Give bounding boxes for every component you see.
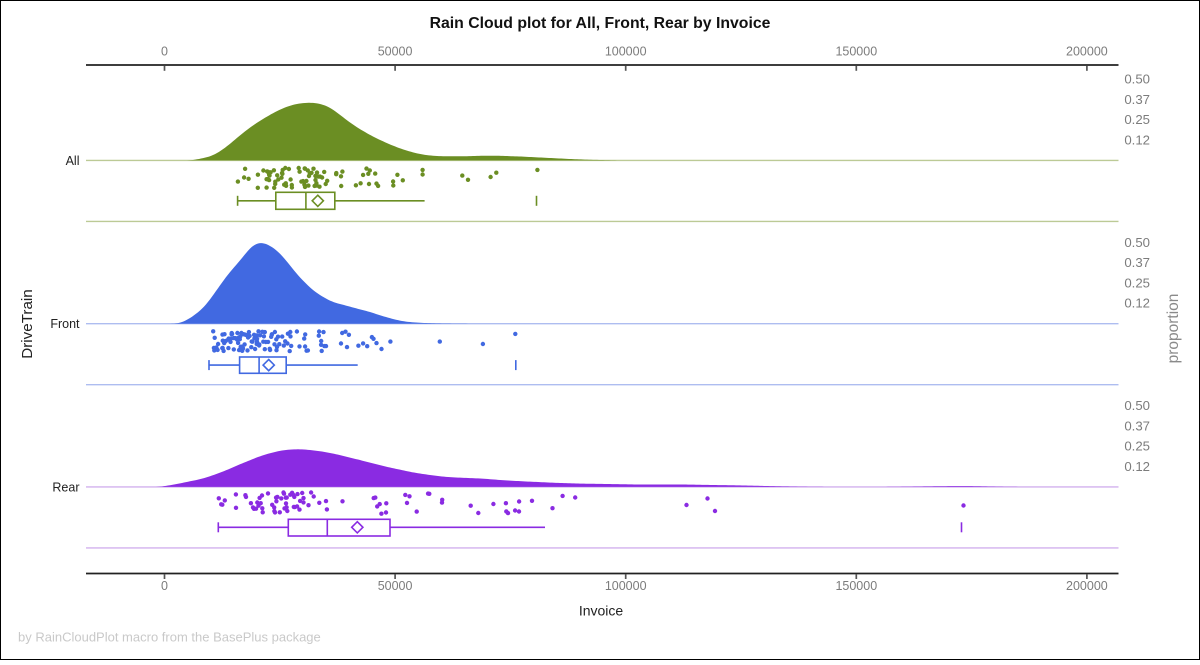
svg-text:0.50: 0.50 [1124,72,1150,87]
svg-text:Invoice: Invoice [579,603,624,619]
svg-text:All: All [66,154,80,168]
svg-text:0.50: 0.50 [1124,398,1150,413]
svg-text:100000: 100000 [605,579,647,593]
svg-text:0.37: 0.37 [1124,418,1150,433]
svg-text:DriveTrain: DriveTrain [19,289,36,358]
svg-text:0: 0 [161,579,168,593]
svg-text:0.25: 0.25 [1124,439,1150,454]
svg-text:100000: 100000 [605,45,647,59]
svg-text:0.37: 0.37 [1124,255,1150,270]
svg-text:0.37: 0.37 [1124,92,1150,107]
svg-text:0.50: 0.50 [1124,235,1150,250]
svg-text:by RainCloudPlot macro from th: by RainCloudPlot macro from the BasePlus… [18,630,321,645]
svg-text:150000: 150000 [835,579,877,593]
svg-text:0.25: 0.25 [1124,112,1150,127]
svg-text:Rain Cloud plot for All, Front: Rain Cloud plot for All, Front, Rear by … [430,15,771,32]
svg-text:proportion: proportion [1165,294,1182,364]
svg-text:0.12: 0.12 [1124,296,1150,311]
svg-text:50000: 50000 [378,45,413,59]
svg-text:200000: 200000 [1066,45,1108,59]
svg-text:200000: 200000 [1066,579,1108,593]
svg-text:150000: 150000 [835,45,877,59]
svg-text:0.12: 0.12 [1124,132,1150,147]
svg-text:0.25: 0.25 [1124,275,1150,290]
svg-text:50000: 50000 [378,579,413,593]
svg-text:Rear: Rear [52,480,79,494]
svg-text:0.12: 0.12 [1124,459,1150,474]
svg-text:0: 0 [161,45,168,59]
svg-text:Front: Front [50,317,80,331]
